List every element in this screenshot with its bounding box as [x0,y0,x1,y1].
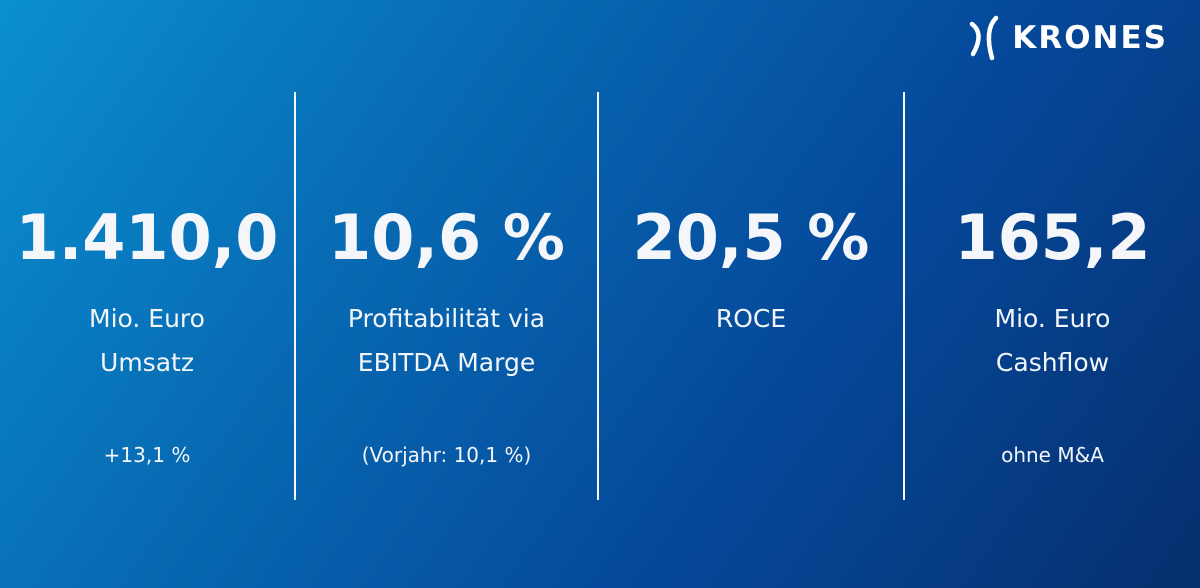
kpi-ebitda-margin: 10,6 % Profitabilität via EBITDA Marge (… [296,0,597,588]
kpi-revenue: 1.410,0 Mio. Euro Umsatz +13,1 % [0,0,294,588]
kpi-note: +13,1 % [103,443,191,467]
kpi-label: Mio. Euro Umsatz [0,297,294,385]
kpi-value: 20,5 % [632,201,870,274]
kpi-label-line2: EBITDA Marge [357,348,536,377]
krones-logo-text: KRONES [1012,20,1168,56]
kpi-label-line2: Cashflow [995,348,1110,377]
krones-logo: KRONES [968,12,1168,64]
kpi-note: ohne M&A [1001,443,1104,467]
kpi-value: 1.410,0 [15,201,279,274]
kpi-label-line1: Profitabilität via [347,304,546,333]
kpi-cashflow: 165,2 Mio. Euro Cashflow ohne M&A [905,0,1200,588]
kpi-label-line1: Mio. Euro [994,304,1111,333]
krones-logo-mark-icon [970,15,999,61]
kpi-note: (Vorjahr: 10,1 %) [361,443,532,467]
kpi-value: 165,2 [954,201,1151,274]
kpi-label-line1: Mio. Euro [89,304,205,333]
kpi-roce: 20,5 % ROCE [599,0,903,588]
kpi-label: Mio. Euro Cashflow [905,297,1200,385]
kpi-value: 10,6 % [328,201,565,274]
column-divider [294,92,296,500]
kpi-label: ROCE [599,297,903,341]
kpi-label: Profitabilität via EBITDA Marge [296,297,597,385]
kpi-label-line2: Umsatz [100,348,194,377]
kpi-label-line1: ROCE [715,304,787,333]
column-divider [597,92,599,500]
column-divider [903,92,905,500]
